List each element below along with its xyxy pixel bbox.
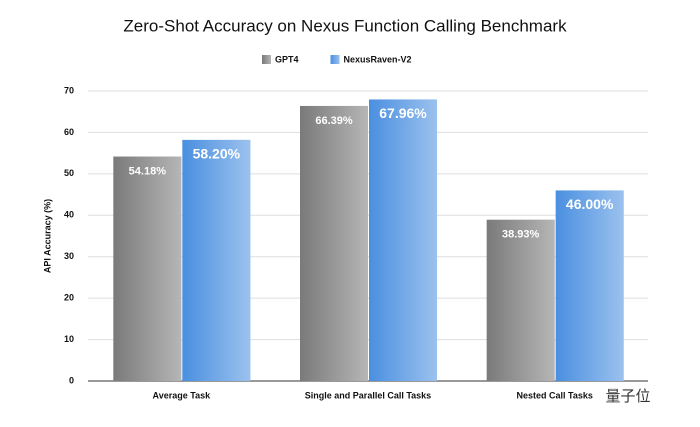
legend-swatch-shine xyxy=(330,55,340,64)
data-label: 38.93% xyxy=(502,229,540,241)
watermark: 量子位 xyxy=(605,388,650,405)
data-label: 67.96% xyxy=(379,105,427,121)
x-tick-label: Average Task xyxy=(153,390,212,400)
legend-swatch-shine xyxy=(262,55,271,64)
y-tick-label: 0 xyxy=(69,375,74,385)
bar-shine xyxy=(486,219,555,381)
legend-label: NexusRaven-V2 xyxy=(344,54,412,64)
y-tick-label: 20 xyxy=(64,293,74,303)
bar-shine xyxy=(369,99,437,382)
y-axis-label: API Accuracy (%) xyxy=(42,199,52,273)
x-tick-label: Single and Parallel Call Tasks xyxy=(305,390,431,400)
data-label: 46.00% xyxy=(566,196,614,212)
y-tick-label: 60 xyxy=(64,127,74,137)
x-tick-label: Nested Call Tasks xyxy=(516,390,592,400)
data-label: 58.20% xyxy=(193,146,241,162)
bar-shine xyxy=(555,190,624,381)
y-tick-label: 30 xyxy=(64,251,74,261)
y-tick-label: 10 xyxy=(64,334,74,344)
bar-shine xyxy=(182,139,251,381)
bar-shine xyxy=(113,156,182,381)
y-tick-label: 50 xyxy=(64,168,74,178)
bar-shine xyxy=(300,105,368,381)
data-label: 66.39% xyxy=(315,115,353,127)
data-label: 54.18% xyxy=(129,165,167,177)
chart-title: Zero-Shot Accuracy on Nexus Function Cal… xyxy=(123,16,567,35)
legend-label: GPT4 xyxy=(275,54,299,64)
y-tick-label: 70 xyxy=(64,85,74,95)
y-tick-label: 40 xyxy=(64,210,74,220)
